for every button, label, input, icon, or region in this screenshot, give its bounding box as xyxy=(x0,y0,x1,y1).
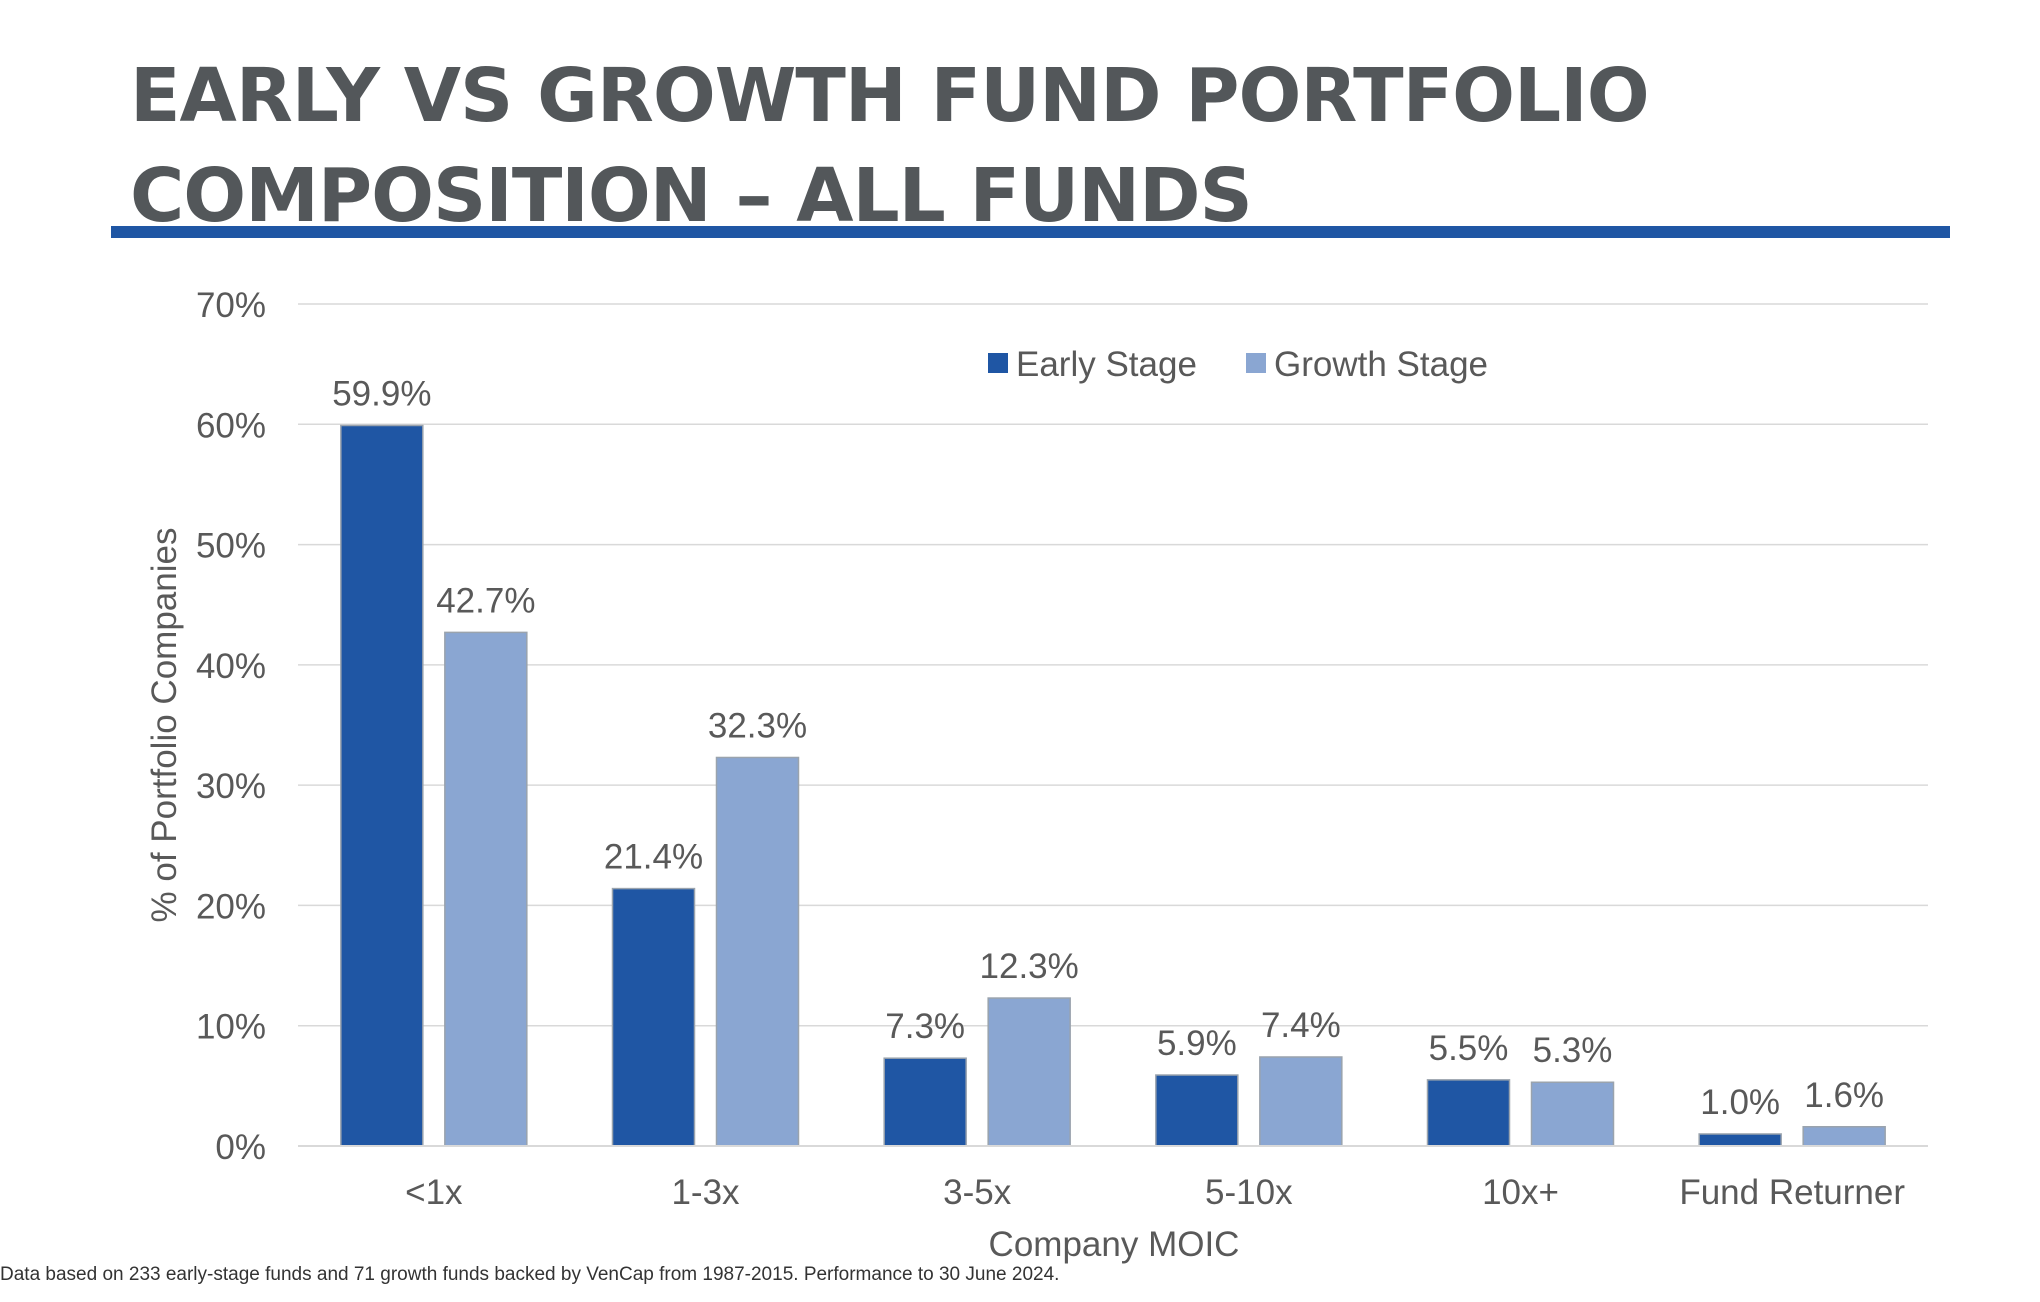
x-tick-label-6: Fund Returner xyxy=(1679,1173,1905,1212)
page-title-line-1: EARLY VS GROWTH FUND PORTFOLIO xyxy=(130,53,1650,139)
legend-label-growth-stage: Growth Stage xyxy=(1274,345,1488,384)
y-tick-label-50: 50% xyxy=(196,527,266,566)
data-label-early-stage-3: 7.3% xyxy=(885,1007,965,1046)
y-tick-label-70: 70% xyxy=(196,286,266,325)
x-tick-label-5: 10x+ xyxy=(1482,1173,1559,1212)
data-label-early-stage-5: 5.5% xyxy=(1429,1029,1509,1068)
y-tick-label-0: 0% xyxy=(215,1128,266,1167)
bar-early-stage-4 xyxy=(1155,1074,1239,1147)
bar-growth-stage-2 xyxy=(715,756,800,1147)
bar-growth-stage-3 xyxy=(987,997,1071,1147)
bar-growth-stage-1 xyxy=(444,631,528,1147)
y-axis-title: % of Portfolio Companies xyxy=(145,528,184,923)
bar-growth-stage-5 xyxy=(1530,1081,1615,1147)
y-tick-label-20: 20% xyxy=(196,887,266,926)
x-tick-label-2: 1-3x xyxy=(671,1173,740,1212)
legend-swatch-early-stage xyxy=(988,353,1008,373)
y-tick-label-60: 60% xyxy=(196,406,266,445)
data-label-early-stage-2: 21.4% xyxy=(604,838,703,877)
page-title: EARLY VS GROWTH FUND PORTFOLIO COMPOSITI… xyxy=(130,46,1930,246)
x-tick-label-3: 3-5x xyxy=(943,1173,1012,1212)
y-tick-label-10: 10% xyxy=(196,1008,266,1047)
bar-early-stage-2 xyxy=(611,887,696,1147)
data-label-growth-stage-4: 7.4% xyxy=(1261,1006,1341,1045)
title-rule xyxy=(111,226,1950,238)
y-tick-label-30: 30% xyxy=(196,767,266,806)
bar-early-stage-3 xyxy=(883,1057,967,1147)
bar-growth-stage-6 xyxy=(1802,1126,1886,1147)
bar-early-stage-5 xyxy=(1426,1079,1511,1147)
page-title-line-2: COMPOSITION – ALL FUNDS xyxy=(130,153,1253,239)
bar-early-stage-6 xyxy=(1698,1133,1782,1147)
bar-early-stage-1 xyxy=(340,424,424,1147)
footnote: Data based on 233 early-stage funds and … xyxy=(0,1264,1060,1285)
data-label-growth-stage-6: 1.6% xyxy=(1804,1076,1884,1115)
x-tick-label-1: <1x xyxy=(405,1173,463,1212)
legend-label-early-stage: Early Stage xyxy=(1016,345,1197,384)
data-label-growth-stage-2: 32.3% xyxy=(708,706,807,745)
data-label-early-stage-6: 1.0% xyxy=(1700,1083,1780,1122)
legend-swatch-growth-stage xyxy=(1246,353,1266,373)
x-tick-label-4: 5-10x xyxy=(1205,1173,1293,1212)
y-tick-label-40: 40% xyxy=(196,647,266,686)
data-label-growth-stage-1: 42.7% xyxy=(436,581,535,620)
data-label-growth-stage-5: 5.3% xyxy=(1533,1031,1613,1070)
data-label-growth-stage-3: 12.3% xyxy=(980,947,1079,986)
data-label-early-stage-4: 5.9% xyxy=(1157,1024,1237,1063)
data-label-early-stage-1: 59.9% xyxy=(332,374,431,413)
x-axis-title: Company MOIC xyxy=(989,1225,1240,1264)
bar-growth-stage-4 xyxy=(1259,1056,1343,1147)
